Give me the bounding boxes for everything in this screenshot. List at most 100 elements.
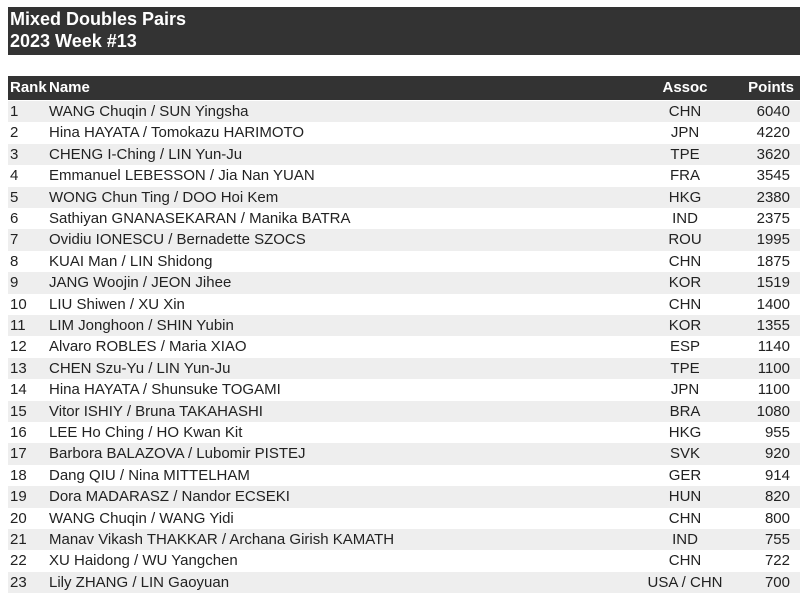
association: GER	[668, 466, 702, 484]
association: HUN	[668, 488, 702, 506]
points: 6040	[756, 103, 790, 120]
association: TPE	[670, 359, 700, 377]
pair-name: WANG Chuqin / SUN Yingsha	[49, 103, 249, 120]
rank: 15	[10, 402, 27, 420]
association: CHN	[668, 252, 702, 270]
rank: 17	[10, 445, 27, 463]
table-row: 11 LIM Jonghoon / SHIN Yubin KOR 1355	[8, 315, 800, 337]
association: IND	[672, 531, 698, 548]
pair-name: Hina HAYATA / Shunsuke TOGAMI	[49, 381, 281, 399]
table-row: 1 WANG Chuqin / SUN Yingsha CHN 6040	[8, 101, 800, 123]
table-row: 12 Alvaro ROBLES / Maria XIAO ESP 1140	[8, 336, 800, 357]
points: 1140	[757, 338, 790, 356]
rank: 20	[10, 509, 27, 527]
table-row: 2 Hina HAYATA / Tomokazu HARIMOTO JPN 4220	[8, 122, 800, 143]
table-row: 8 KUAI Man / LIN Shidong CHN 1875	[8, 251, 800, 272]
points: 914	[764, 466, 790, 484]
pair-name: Hina HAYATA / Tomokazu HARIMOTO	[49, 124, 305, 142]
table-row: 22 XU Haidong / WU Yangchen CHN 722	[8, 550, 800, 571]
pair-name: Dang QIU / Nina MITTELHAM	[49, 466, 250, 484]
points: 2380	[756, 188, 790, 206]
table-row: 10 LIU Shiwen / XU Xin CHN 1400	[8, 294, 800, 315]
pair-name: Ovidiu IONESCU / Bernadette SZOCS	[49, 231, 306, 249]
table-row: 7 Ovidiu IONESCU / Bernadette SZOCS ROU 199…	[8, 229, 800, 251]
table-row: 5 WONG Chun Ting / DOO Hoi Kem HKG 2380	[8, 186, 800, 208]
points: 1400	[756, 295, 790, 313]
table-row: 9 JANG Woojin / JEON Jihee KOR 1519	[8, 272, 800, 294]
rank: 21	[10, 531, 27, 548]
association: CHN	[668, 103, 702, 120]
table-row: 16 LEE Ho Ching / HO Kwan Kit HKG 955	[8, 422, 800, 443]
rank: 6	[10, 210, 19, 227]
column-header: Name	[49, 79, 90, 96]
pair-name: WONG Chun Ting / DOO Hoi Kem	[49, 188, 279, 206]
points: 920	[764, 445, 790, 463]
points: 3620	[756, 145, 790, 163]
table-row: 13 CHEN Szu-Yu / LIN Yun-Ju TPE 1100	[8, 357, 800, 380]
rank: 14	[10, 381, 27, 399]
association: JPN	[670, 381, 700, 399]
pair-name: JANG Woojin / JEON Jihee	[49, 274, 232, 292]
association: HKG	[668, 188, 702, 206]
points: 1355	[756, 317, 790, 334]
association: ROU	[668, 231, 702, 249]
table-row: 4 Emmanuel LEBESSON / Jia Nan YUAN FRA 3545	[8, 165, 800, 186]
rank: 4	[10, 167, 19, 185]
points: 1875	[756, 252, 790, 270]
rank: 9	[10, 274, 19, 292]
association: JPN	[670, 124, 700, 142]
rank: 1	[10, 103, 19, 120]
table-row: 20 WANG Chuqin / WANG Yidi CHN 800	[8, 508, 800, 529]
association: USA / CHN	[647, 573, 723, 591]
points: 4220	[756, 124, 790, 142]
table-row: 23 Lily ZHANG / LIN Gaoyuan USA / CHN 700	[8, 571, 800, 594]
association: FRA	[670, 167, 700, 185]
rank: 8	[10, 252, 19, 270]
rank: 18	[10, 466, 27, 484]
association: HKG	[668, 424, 702, 441]
table-header: Rank Name Assoc Points	[8, 76, 800, 100]
points: 1995	[756, 231, 790, 249]
table-row: 3 CHENG I-Ching / LIN Yun-Ju TPE 3620	[8, 143, 800, 166]
table-row: 6 Sathiyan GNANASEKARAN / Manika BATRA IND…	[8, 208, 800, 229]
column-header: Assoc	[662, 79, 708, 96]
table-row: 21 Manav Vikash THAKKAR / Archana Girish …	[8, 529, 800, 551]
pair-name: Alvaro ROBLES / Maria XIAO	[49, 338, 247, 356]
table-row	[8, 593, 800, 600]
points: 2375	[756, 210, 790, 227]
column-header: Rank	[10, 79, 47, 96]
table-row: 17 Barbora BALAZOVA / Lubomir PISTEJ SVK 92…	[8, 443, 800, 465]
pair-name: LIU Shiwen / XU Xin	[49, 295, 185, 313]
title: Mixed Doubles Pairs	[10, 9, 187, 29]
table-row: 14 Hina HAYATA / Shunsuke TOGAMI JPN 1100	[8, 379, 800, 400]
pair-name: LIM Jonghoon / SHIN Yubin	[49, 317, 234, 334]
association: ESP	[669, 338, 700, 356]
association: SVK	[669, 445, 700, 463]
association: KOR	[668, 274, 702, 292]
points: 722	[764, 552, 790, 570]
points: 1080	[756, 402, 790, 420]
header: Mixed Doubles Pairs 2023 Week #13	[8, 7, 800, 55]
points: 820	[764, 488, 790, 506]
association: CHN	[668, 295, 702, 313]
points: 700	[764, 573, 790, 591]
rank: 16	[10, 424, 27, 441]
pair-name: Lily ZHANG / LIN Gaoyuan	[49, 573, 230, 591]
pair-name: Vitor ISHIY / Bruna TAKAHASHI	[49, 402, 263, 420]
association: BRA	[669, 402, 701, 420]
rank: 12	[10, 338, 27, 356]
rank: 22	[10, 552, 27, 570]
points: 955	[764, 424, 790, 441]
pair-name: Emmanuel LEBESSON / Jia Nan YUAN	[49, 167, 315, 185]
table-row: 18 Dang QIU / Nina MITTELHAM GER 914	[8, 465, 800, 486]
pair-name: XU Haidong / WU Yangchen	[49, 552, 238, 570]
pair-name: Barbora BALAZOVA / Lubomir PISTEJ	[49, 445, 306, 463]
association: IND	[672, 210, 698, 227]
pair-name: CHENG I-Ching / LIN Yun-Ju	[49, 145, 243, 163]
rank: 5	[10, 188, 19, 206]
rank: 10	[10, 295, 27, 313]
points: 1100	[757, 359, 790, 377]
pair-name: KUAI Man / LIN Shidong	[49, 252, 213, 270]
pair-name: Sathiyan GNANASEKARAN / Manika BATRA	[49, 210, 351, 227]
